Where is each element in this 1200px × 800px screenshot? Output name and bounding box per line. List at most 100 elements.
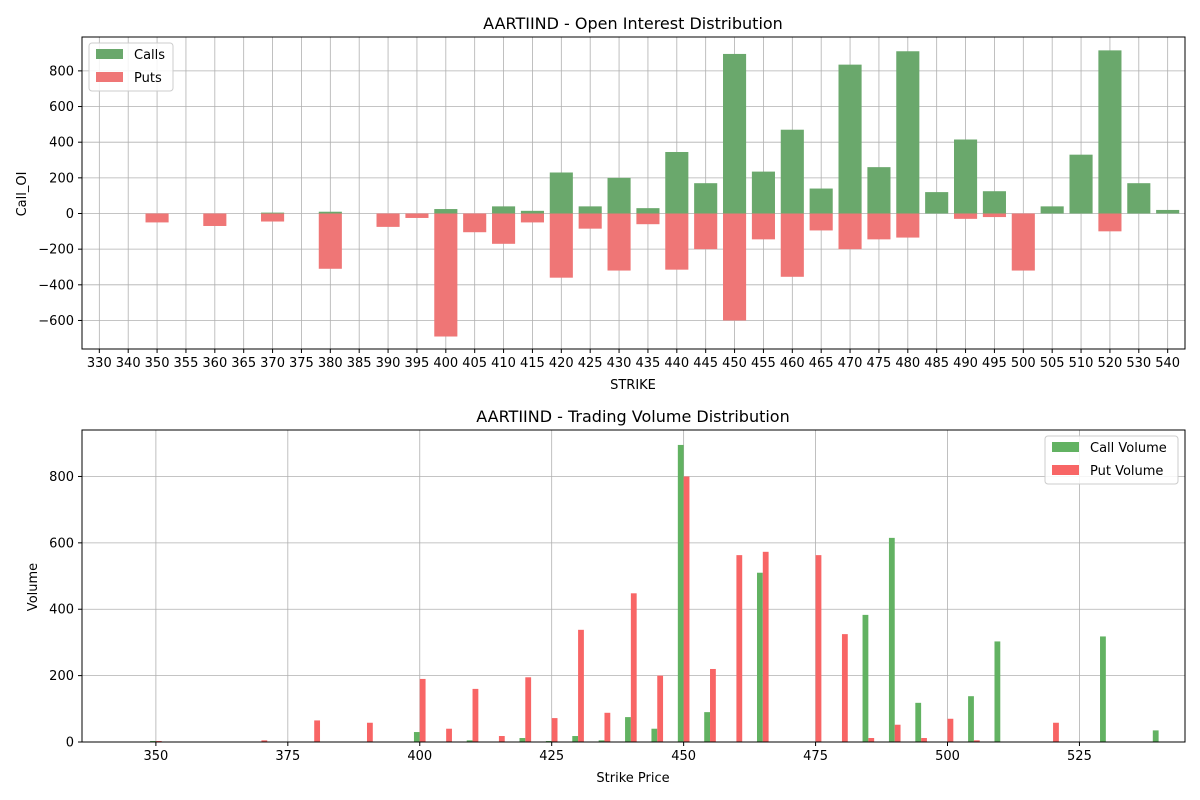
x-tick-label: 400	[433, 356, 458, 371]
call-volume-bar	[413, 732, 420, 742]
x-tick-label: 420	[549, 356, 574, 371]
y-tick-label: 0	[66, 207, 74, 222]
put-oi-bar	[376, 213, 400, 227]
y-tick-label: −400	[38, 278, 74, 293]
call-oi-bar	[982, 191, 1006, 214]
call-volume-bar	[677, 444, 684, 742]
call-oi-bar	[607, 177, 631, 214]
put-oi-bar	[578, 213, 602, 229]
call-volume-bar	[625, 717, 631, 742]
x-axis-label: Strike Price	[596, 771, 669, 786]
put-oi-bar	[1098, 213, 1122, 232]
x-tick-label: 385	[347, 356, 372, 371]
call-volume-bar	[651, 728, 658, 742]
call-oi-bar	[636, 208, 660, 214]
put-oi-bar	[203, 213, 227, 226]
x-tick-label: 400	[407, 749, 432, 764]
grid	[82, 37, 1185, 349]
legend: Calls Puts	[88, 42, 174, 92]
x-tick-label: 425	[578, 356, 603, 371]
y-axis-label: Call_OI	[15, 172, 30, 217]
x-axis-label: STRIKE	[610, 378, 656, 393]
y-tick-label: −200	[38, 243, 74, 258]
call-volume-bar	[968, 696, 974, 742]
x-tick-label: 480	[895, 356, 920, 371]
call-volume-bar	[756, 572, 763, 742]
call-volume-bar	[466, 740, 473, 742]
call-volume-bar	[572, 736, 579, 742]
call-oi-bar	[1069, 154, 1093, 214]
put-volume-bar	[472, 688, 479, 742]
put-oi-bar	[520, 213, 544, 223]
call-volume-bar	[704, 712, 711, 742]
call-oi-bar	[780, 129, 804, 214]
x-tick-label: 500	[935, 749, 960, 764]
legend-label-put-volume: Put Volume	[1090, 464, 1163, 479]
call-oi-bar	[549, 172, 573, 214]
legend-swatch-calls	[96, 49, 123, 59]
x-tick-label: 370	[260, 356, 285, 371]
call-oi-bar	[809, 188, 833, 214]
put-volume-bar	[604, 712, 611, 742]
x-tick-label: 455	[751, 356, 776, 371]
call-oi-bar	[838, 64, 862, 214]
x-tick-label: 520	[1098, 356, 1123, 371]
y-tick-label: 800	[49, 470, 74, 485]
put-volume-bar	[498, 736, 505, 742]
put-oi-bar	[492, 213, 516, 244]
call-oi-bar	[578, 206, 602, 214]
put-volume-bar	[657, 675, 664, 742]
x-tick-label: 435	[636, 356, 661, 371]
y-tick-label: 0	[66, 736, 74, 751]
legend-label-call-volume: Call Volume	[1090, 441, 1167, 456]
x-tick-label: 450	[671, 749, 696, 764]
put-volume-bar	[710, 668, 716, 742]
x-tick-label: 490	[953, 356, 978, 371]
call-oi-bar	[665, 151, 689, 214]
x-tick-label: 530	[1126, 356, 1151, 371]
chart-title: AARTIIND - Open Interest Distribution	[483, 14, 783, 33]
put-oi-bar	[780, 213, 804, 277]
call-oi-bar	[520, 210, 544, 214]
x-tick-label: 350	[143, 749, 168, 764]
put-volume-bar	[630, 593, 637, 742]
legend-swatch-put-volume	[1052, 465, 1079, 475]
call-oi-bar	[492, 206, 516, 214]
x-tick-label: 395	[405, 356, 430, 371]
call-volume-bar	[598, 740, 605, 742]
y-tick-label: 200	[49, 171, 74, 186]
x-tick-label: 380	[318, 356, 343, 371]
x-tick-label: 355	[174, 356, 199, 371]
open-interest-chart: AARTIIND - Open Interest Distribution ST…	[15, 14, 1186, 393]
x-tick-label: 440	[664, 356, 689, 371]
put-volume-bar	[366, 722, 373, 742]
call-volume-bar	[519, 738, 526, 742]
x-tick-label: 390	[376, 356, 401, 371]
x-tick-label: 350	[145, 356, 170, 371]
put-volume-bar	[736, 555, 743, 742]
bars	[150, 444, 1159, 742]
legend-swatch-puts	[96, 72, 123, 82]
x-tick-label: 475	[803, 749, 828, 764]
put-oi-bar	[665, 213, 689, 270]
ticks: 330 340 350 355 360 365 370 375 380 385 390 395 400 4…	[38, 64, 1180, 371]
put-oi-bar	[405, 213, 429, 218]
legend-swatch-call-volume	[1052, 442, 1079, 452]
put-volume-bar	[419, 678, 426, 742]
call-oi-bar	[318, 211, 342, 214]
put-volume-bar	[815, 555, 822, 742]
put-oi-bar	[723, 213, 747, 321]
put-oi-bar	[751, 213, 775, 240]
call-oi-bar	[896, 51, 920, 214]
x-tick-label: 430	[607, 356, 632, 371]
put-oi-bar	[463, 213, 487, 233]
call-volume-bar	[915, 702, 922, 742]
call-oi-bar	[925, 192, 949, 214]
x-tick-label: 540	[1155, 356, 1180, 371]
x-tick-label: 405	[462, 356, 487, 371]
put-oi-bar	[261, 213, 285, 222]
call-oi-bar	[751, 171, 775, 214]
put-oi-bar	[434, 213, 458, 337]
put-oi-bar	[549, 213, 573, 278]
